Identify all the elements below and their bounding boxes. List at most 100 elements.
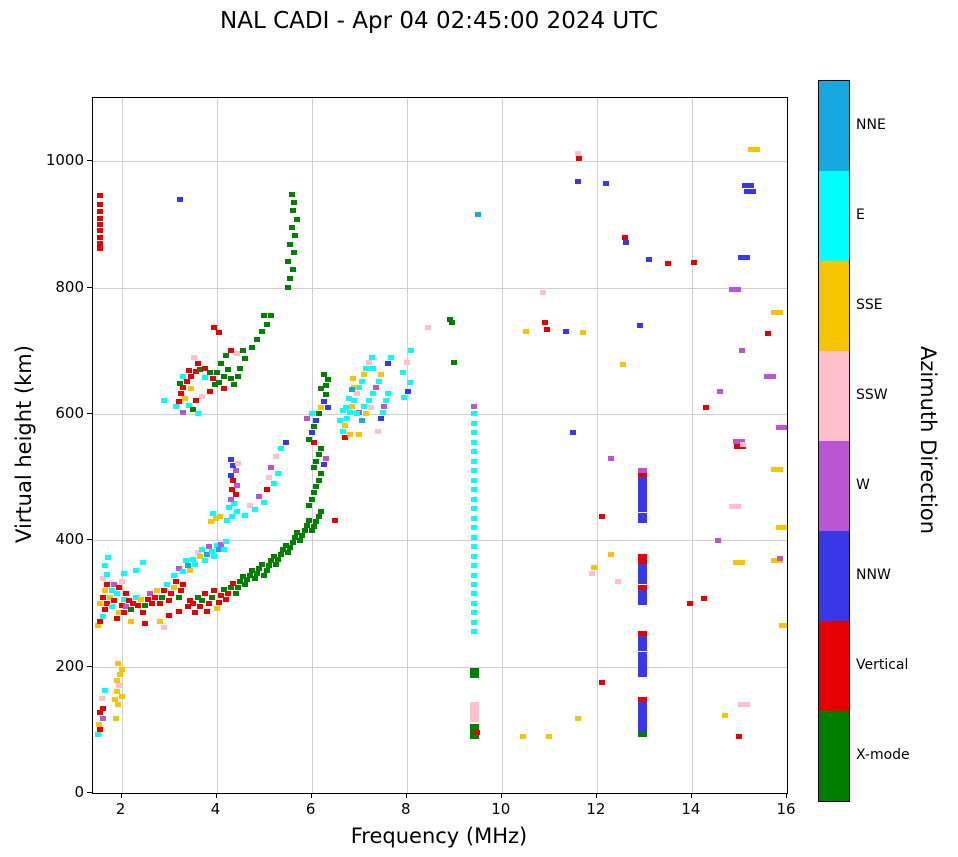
data-point [562,328,569,334]
data-point [186,402,193,408]
data-point [194,361,201,367]
data-point [253,336,260,342]
data-point [315,513,322,519]
data-point [346,432,353,438]
data-point [296,537,303,543]
gridline-vertical [216,98,218,793]
colorbar-label-sse: SSE [856,297,883,313]
data-point [738,702,751,708]
data-point [740,441,747,447]
data-point [303,522,310,528]
data-point [637,589,647,595]
data-point [341,435,348,441]
colorbar-segment-ssw [819,351,849,441]
data-point [180,384,187,390]
data-point [270,480,277,486]
data-point [224,517,231,523]
plot-area [92,97,788,794]
colorbar-label-ssw: SSW [856,387,888,403]
data-point [399,369,406,375]
data-point [358,417,365,423]
data-point [733,559,746,565]
data-point [268,557,275,563]
data-point [337,417,344,423]
data-point [239,574,246,580]
data-point [637,554,647,560]
data-point [223,539,230,545]
data-point [128,618,135,624]
data-point [206,369,213,375]
data-point [474,730,481,736]
data-point [234,373,241,379]
data-point [196,604,203,610]
data-point [100,575,107,581]
data-point [349,376,356,382]
data-point [686,600,693,606]
data-point [256,566,263,572]
x-tick-mark [500,793,502,798]
data-point [156,600,163,606]
colorbar [818,80,850,802]
data-point [187,597,194,603]
data-point [97,221,104,227]
data-point [579,329,586,335]
data-point [282,542,289,548]
data-point [244,576,251,582]
data-point [139,559,146,565]
data-point [225,590,232,596]
data-point [776,525,787,531]
y-tick-mark [87,412,92,414]
data-point [211,588,218,594]
data-point [363,411,370,417]
data-point [344,416,351,422]
data-point [211,382,218,388]
data-point [313,417,320,423]
data-point [471,553,478,559]
data-point [637,702,647,708]
colorbar-label-vertical: Vertical [856,657,909,673]
data-point [318,508,325,514]
data-point [189,406,196,412]
data-point [303,416,310,422]
data-point [102,563,109,569]
data-point [356,432,363,438]
data-point [322,392,329,398]
data-point [251,507,258,513]
data-point [728,286,741,292]
data-point [116,609,123,615]
data-point [97,600,104,606]
data-point [97,727,104,733]
data-point [325,405,332,411]
data-point [132,568,139,574]
x-tick-mark [215,793,217,798]
data-point [230,382,237,388]
x-axis-label: Frequency (MHz) [350,824,528,848]
data-point [471,515,478,521]
data-point [233,509,240,515]
y-tick-label: 200 [55,656,84,675]
data-point [520,733,527,739]
data-point [738,348,745,354]
y-tick-label: 600 [55,403,84,422]
data-point [637,651,647,657]
data-point [123,590,130,596]
data-point [332,517,339,523]
data-point [98,695,105,701]
data-point [365,359,372,365]
data-point [637,564,647,570]
colorbar-segment-w [819,441,849,531]
data-point [308,411,315,417]
data-point [242,512,249,518]
data-point [201,557,208,563]
data-point [738,254,751,260]
data-point [180,409,187,415]
data-point [469,672,479,678]
data-point [382,397,389,403]
data-point [265,474,272,480]
data-point [142,621,149,627]
y-tick-label: 400 [55,530,84,549]
data-point [232,468,239,474]
x-tick-label: 8 [400,800,411,818]
data-point [363,365,370,371]
data-point [190,354,197,360]
